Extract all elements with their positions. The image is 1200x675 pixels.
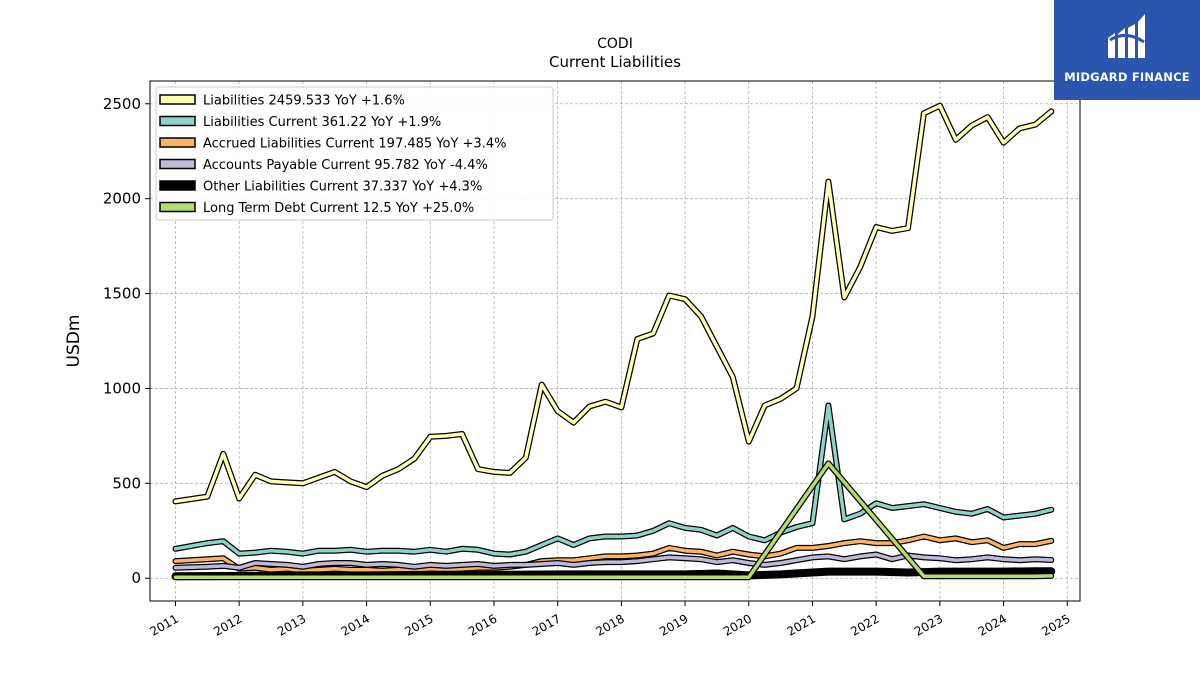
series-stroke bbox=[173, 461, 1054, 580]
logo-text: MIDGARD FINANCE bbox=[1064, 70, 1190, 84]
series-stroke bbox=[173, 403, 1054, 557]
y-axis: 0 500 1000 1500 2000 2500 bbox=[103, 95, 150, 587]
legend: Liabilities 2459.533 YoY +1.6% Liabilitie… bbox=[155, 86, 554, 221]
legend-swatch bbox=[159, 115, 196, 127]
legend-label: Liabilities Current 361.22 YoY +1.9% bbox=[203, 115, 441, 130]
legend-swatch bbox=[159, 137, 196, 148]
series-lines bbox=[171, 102, 1056, 581]
chart-subtitle: Current Liabilities bbox=[549, 53, 681, 71]
plot-frame bbox=[149, 80, 1081, 602]
series-line-1 bbox=[172, 402, 1055, 558]
y-tick-label: 1000 bbox=[103, 379, 141, 397]
y-tick-label: 2000 bbox=[103, 190, 141, 208]
chart-title: CODI bbox=[597, 36, 633, 52]
midgard-finance-logo: MIDGARD FINANCE bbox=[1054, 0, 1200, 100]
y-tick-label: 0 bbox=[131, 569, 141, 587]
series-stroke bbox=[173, 103, 1054, 504]
series-line-5 bbox=[172, 460, 1055, 581]
legend-swatch bbox=[159, 201, 196, 213]
legend-label: Liabilities 2459.533 YoY +1.6% bbox=[203, 94, 405, 109]
legend-swatch bbox=[159, 94, 196, 105]
legend-box bbox=[155, 86, 554, 221]
legend-label: Other Liabilities Current 37.337 YoY +4.… bbox=[203, 180, 482, 195]
legend-swatch bbox=[159, 158, 196, 170]
series-line-2 bbox=[172, 533, 1055, 574]
legend-label: Long Term Debt Current 12.5 YoY +25.0% bbox=[203, 201, 474, 216]
y-axis-label: USDm bbox=[64, 315, 84, 368]
legend-swatch bbox=[159, 180, 196, 191]
legend-label: Accounts Payable Current 95.782 YoY -4.4… bbox=[203, 158, 488, 173]
legend-label: Accrued Liabilities Current 197.485 YoY … bbox=[203, 137, 506, 152]
series-stroke bbox=[173, 534, 1054, 573]
series-line-0 bbox=[172, 102, 1055, 505]
y-tick-label: 500 bbox=[112, 474, 141, 492]
y-tick-label: 2500 bbox=[103, 95, 141, 113]
logo-mark-icon bbox=[1108, 14, 1145, 58]
y-tick-label: 1500 bbox=[103, 285, 141, 303]
